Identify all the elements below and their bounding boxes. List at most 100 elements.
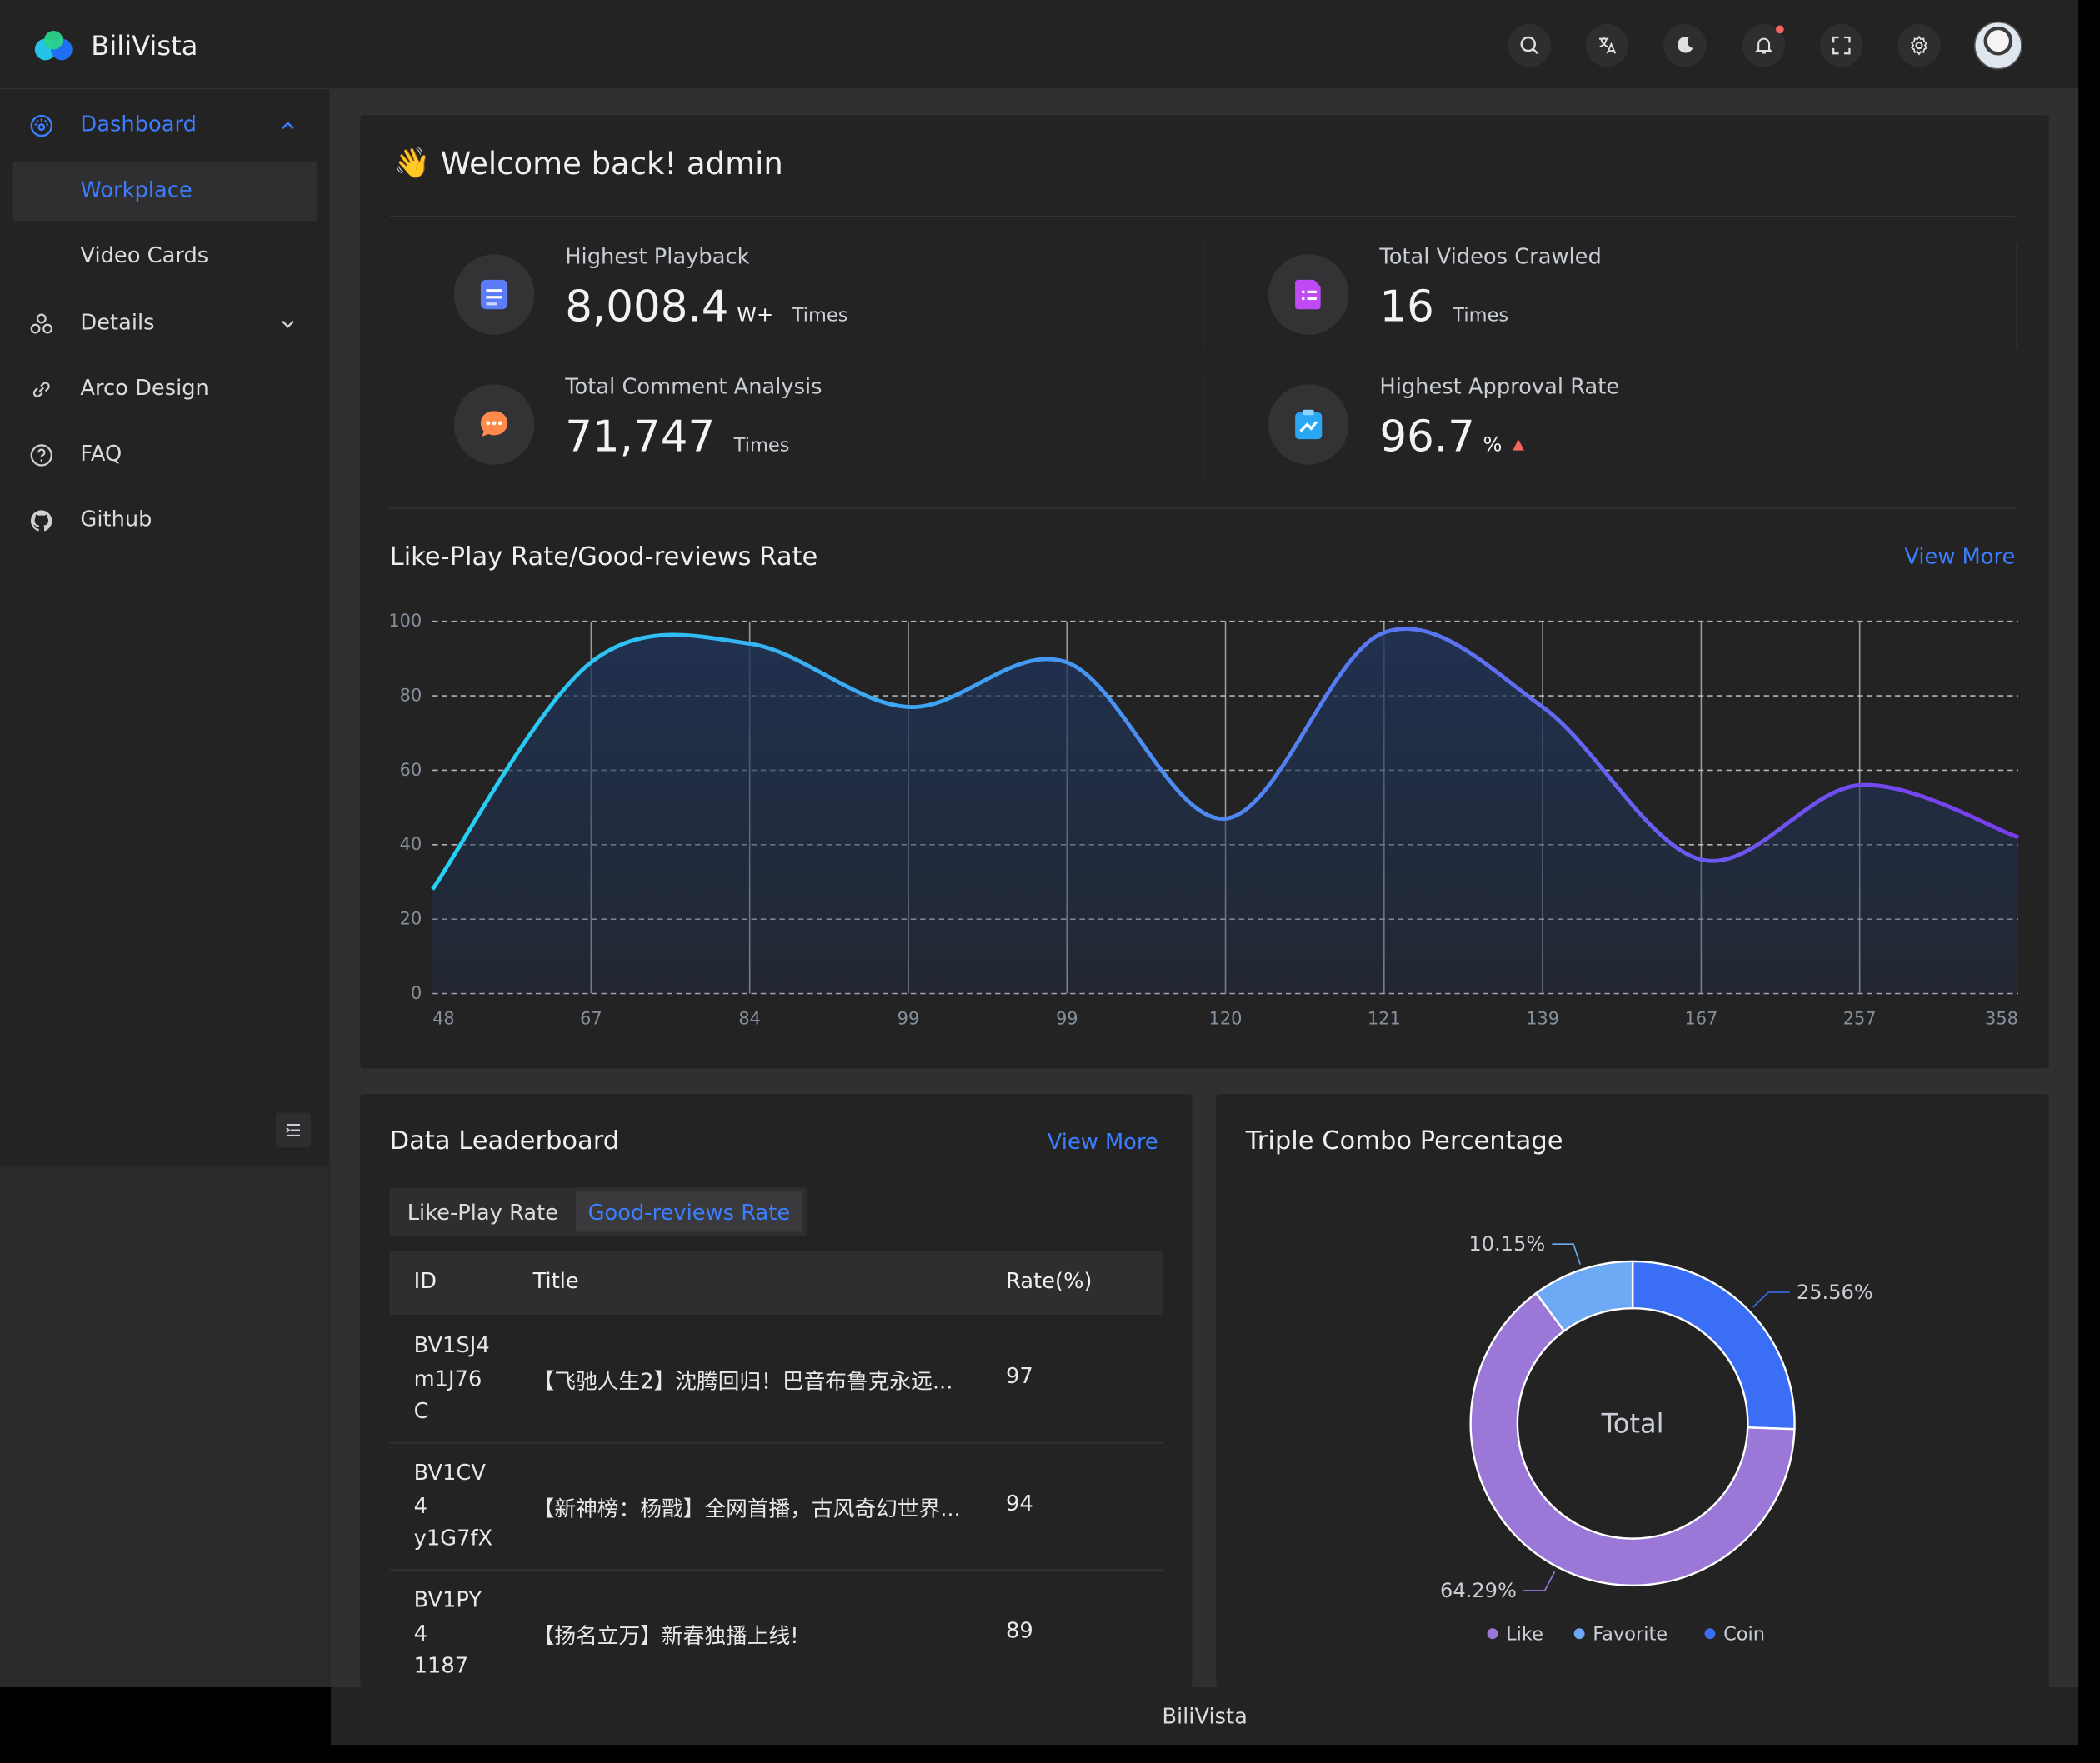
- tab-like-play-rate[interactable]: Like-Play Rate: [407, 1199, 559, 1225]
- sidebar-item-label: Details: [80, 309, 155, 335]
- question-icon: [30, 444, 53, 467]
- donut-chart-title: Triple Combo Percentage: [1245, 1126, 1563, 1156]
- bell-icon: [1755, 37, 1773, 54]
- sidebar-item-video-cards[interactable]: Video Cards: [12, 227, 317, 287]
- tab-good-reviews-rate[interactable]: Good-reviews Rate: [576, 1191, 802, 1232]
- top-navbar: BiliVista: [0, 0, 2079, 90]
- x-tick-label: 257: [1843, 1008, 1877, 1028]
- legend-label: Like: [1506, 1624, 1543, 1646]
- notification-dot: [1776, 25, 1784, 34]
- translate-icon: [1598, 37, 1617, 54]
- stat-highest-playback: Highest Playback 8,008.4 W+ Times: [453, 243, 1204, 365]
- footer: BiliVista: [330, 1687, 2079, 1746]
- sidebar-subitem-label: Video Cards: [80, 242, 209, 268]
- line-chart-title: Like-Play Rate/Good-reviews Rate: [389, 542, 818, 572]
- triple-combo-donut-chart: 25.56% 64.29% 10.15% Total Like Favorite Coin: [1440, 1232, 1873, 1646]
- logo[interactable]: BiliVista: [32, 27, 198, 64]
- stat-value-row: 16 Times: [1379, 282, 1508, 332]
- sidebar-bottom-area: [0, 1166, 331, 1688]
- search-button[interactable]: [1508, 23, 1552, 67]
- collapse-sidebar-button[interactable]: [276, 1112, 311, 1148]
- y-tick-label: 80: [400, 686, 422, 706]
- sidebar-item-faq[interactable]: FAQ: [0, 426, 331, 485]
- menu-fold-icon: [286, 1124, 301, 1136]
- stat-value: 71,747: [565, 411, 716, 462]
- stat-label: Total Comment Analysis: [565, 373, 822, 399]
- sidebar-item-details[interactable]: Details: [0, 295, 331, 354]
- data-leaderboard-card: Data Leaderboard View More Like-Play Rat…: [360, 1094, 1192, 1688]
- stat-total-videos-crawled: Total Videos Crawled 16 Times: [1268, 244, 2018, 365]
- waving-hand-icon: 👋: [393, 147, 431, 181]
- list-icon: [1268, 254, 1349, 335]
- donut-slice: [1631, 1260, 1796, 1431]
- stat-suffix: Times: [733, 435, 790, 457]
- donut-slice: [1469, 1291, 1796, 1587]
- legend-label: Coin: [1723, 1624, 1765, 1646]
- language-button[interactable]: [1585, 23, 1629, 67]
- slice-label-line: [1552, 1243, 1581, 1265]
- table-row[interactable]: BV1CV4 y1G7fX 【新神榜：杨戬】全网首播，古风奇幻世界... 94: [389, 1444, 1162, 1571]
- search-icon: [1520, 36, 1538, 55]
- stat-label: Highest Approval Rate: [1379, 373, 1620, 399]
- cell-id: BV1SJ4 m1J76C: [413, 1332, 490, 1424]
- table-row[interactable]: BV1SJ4 m1J76C 【飞驰人生2】沈腾回归！巴音布鲁克永远... 97: [389, 1316, 1162, 1444]
- cell-id: BV1PY4 1187: [413, 1586, 482, 1678]
- x-tick-label: 99: [898, 1008, 920, 1028]
- leaderboard-title: Data Leaderboard: [389, 1126, 620, 1156]
- view-more-link[interactable]: View More: [1904, 543, 2016, 570]
- stat-total-comment-analysis: Total Comment Analysis 71,747 Times: [453, 373, 1204, 494]
- triple-combo-card: Triple Combo Percentage 25.56% 64.29% 10.1…: [1216, 1094, 2049, 1688]
- sidebar-item-dashboard[interactable]: Dashboard: [0, 97, 331, 156]
- stat-divider: [2015, 243, 2018, 348]
- stat-value-row: 96.7 % ▲: [1379, 411, 1524, 462]
- stat-label: Highest Playback: [565, 243, 750, 270]
- notification-button[interactable]: [1742, 23, 1786, 67]
- table-header: ID Title Rate(%): [389, 1251, 1162, 1316]
- window-edge: [2078, 0, 2100, 1763]
- comment-icon: [453, 384, 535, 465]
- slice-label: 64.29%: [1440, 1579, 1517, 1602]
- donut-center-label: Total: [1601, 1408, 1664, 1440]
- y-tick-label: 60: [400, 760, 422, 780]
- sidebar-subitem-label: Workplace: [80, 177, 192, 202]
- column-header-title: Title: [532, 1267, 579, 1294]
- stat-label: Total Videos Crawled: [1379, 243, 1602, 270]
- leaderboard-tabs: Like-Play Rate Good-reviews Rate: [389, 1187, 808, 1236]
- moon-icon: [1678, 37, 1693, 53]
- fullscreen-icon: [1832, 36, 1851, 55]
- sidebar-item-github[interactable]: Github: [0, 492, 331, 551]
- cell-title: 【新神榜：杨戬】全网首播，古风奇幻世界...: [532, 1496, 961, 1521]
- cell-rate: 94: [1005, 1490, 1033, 1516]
- theme-toggle-button[interactable]: [1663, 23, 1707, 67]
- x-tick-label: 358: [1985, 1008, 2018, 1028]
- y-tick-label: 0: [411, 983, 422, 1003]
- table-row[interactable]: BV1PY4 1187 【扬名立万】新春独播上线! 89: [390, 1571, 1162, 1687]
- stat-suffix: Times: [1452, 305, 1509, 327]
- view-more-link[interactable]: View More: [1047, 1128, 1158, 1155]
- series-line: [431, 627, 2019, 891]
- slice-label: 25.56%: [1797, 1281, 1873, 1304]
- divider: [389, 215, 2016, 217]
- trend-up-icon: ▲: [1512, 435, 1524, 453]
- stat-value: 8,008.4: [565, 281, 729, 332]
- stat-unit: W+: [737, 302, 774, 327]
- dashboard-icon: [30, 114, 53, 137]
- stat-divider: [1202, 373, 1204, 478]
- logo-icon: [34, 30, 72, 61]
- rate-line-chart: 0 20 40 60 80 100 48 67 84 99 99 120 121 139 167 257 358: [388, 611, 2019, 1028]
- column-header-rate: Rate(%): [1005, 1267, 1092, 1294]
- sidebar-item-arco-design[interactable]: Arco Design: [0, 360, 331, 419]
- user-avatar[interactable]: [1973, 21, 2022, 70]
- chevron-up-icon: [282, 122, 294, 130]
- sidebar-item-workplace[interactable]: Workplace: [12, 162, 318, 222]
- app-name: BiliVista: [91, 29, 198, 62]
- x-tick-label: 67: [580, 1008, 602, 1028]
- fullscreen-button[interactable]: [1820, 23, 1863, 67]
- link-icon: [32, 382, 50, 397]
- stat-unit: %: [1482, 432, 1502, 457]
- stat-highest-approval-rate: Highest Approval Rate 96.7 % ▲: [1268, 373, 2018, 494]
- x-tick-label: 99: [1056, 1008, 1078, 1028]
- chart-up-icon: [1268, 384, 1349, 465]
- settings-button[interactable]: [1898, 23, 1941, 67]
- stat-divider: [1202, 243, 1204, 348]
